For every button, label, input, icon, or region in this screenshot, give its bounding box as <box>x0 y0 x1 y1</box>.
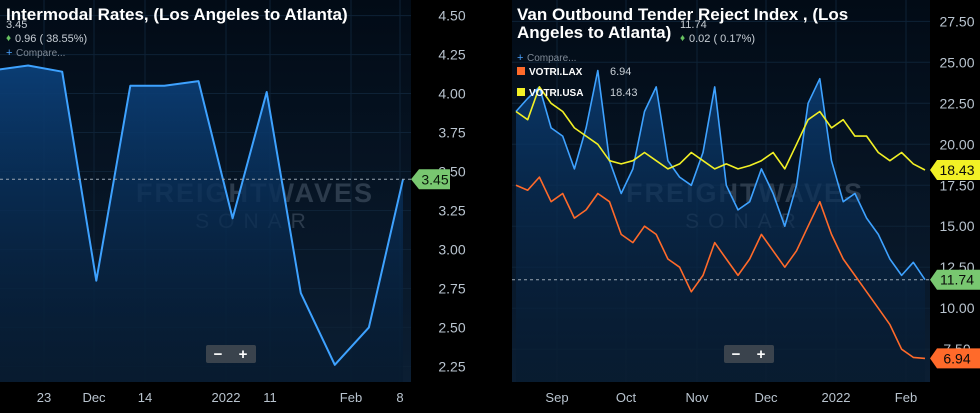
x-tick-label: Feb <box>895 390 917 405</box>
x-tick-label: 2022 <box>822 390 851 405</box>
legend-value-votri-usa: 18.43 <box>610 87 638 99</box>
panel-divider <box>488 0 512 408</box>
series-line-votri-usa <box>515 86 926 171</box>
y-tick-label: 10.00 <box>939 300 974 316</box>
x-tick-label: Nov <box>685 390 709 405</box>
left-x-axis-strip <box>0 382 488 408</box>
legend: VOTRI.LAX 6.94 VOTRI.USA 18.43 <box>517 66 638 99</box>
x-tick-label: 11 <box>263 390 277 405</box>
chart-title-line2: Angeles to Atlanta) <box>517 23 671 42</box>
plus-icon[interactable]: + <box>6 47 12 59</box>
last-value-badge: 3.45 <box>411 169 450 190</box>
badge-value: 18.43 <box>939 162 974 178</box>
legend-value-votri-lax: 6.94 <box>610 66 631 78</box>
badge-shape <box>930 348 980 369</box>
zoom-bar <box>206 345 256 363</box>
zoom-in-button[interactable]: + <box>239 346 248 363</box>
chart-title: Intermodal Rates, (Los Angeles to Atlant… <box>6 5 348 24</box>
badge-shape <box>930 269 980 290</box>
header-change: 0.96 ( 38.55%) <box>15 33 87 45</box>
y-tick-label: 2.75 <box>438 280 465 296</box>
right-y-axis: 27.5025.0022.5020.0017.5015.0012.5010.00… <box>939 13 974 357</box>
y-tick-label: 20.00 <box>939 136 974 152</box>
x-tick-label: Feb <box>340 390 362 405</box>
zoom-controls: − + <box>206 345 256 363</box>
legend-swatch-votri-lax <box>517 67 525 75</box>
right-x-axis: Sep Oct Nov Dec 2022 Feb <box>545 390 917 405</box>
y-tick-label: 2.25 <box>438 358 465 374</box>
badge-shape <box>930 160 980 181</box>
y-tick-label: 15.00 <box>939 218 974 234</box>
primary-series-area-fill <box>516 70 925 382</box>
up-arrow-icon: ♦ <box>680 33 685 44</box>
y-tick-label: 4.50 <box>438 8 465 24</box>
badge-value: 6.94 <box>943 350 970 366</box>
zoom-bar <box>724 345 774 363</box>
series-area-fill <box>0 65 403 382</box>
y-tick-label: 4.25 <box>438 47 465 63</box>
plus-icon[interactable]: + <box>517 52 523 64</box>
y-tick-label: 2.50 <box>438 319 465 335</box>
series-line <box>0 64 404 366</box>
chart-title-line1: Van Outbound Tender Reject Index , (Los <box>517 5 848 24</box>
left-x-axis: 23 Dec 14 2022 11 Feb 8 <box>37 390 404 405</box>
y-tick-label: 3.00 <box>438 241 465 257</box>
x-tick-label: Oct <box>616 390 637 405</box>
y-tick-label: 25.00 <box>939 54 974 70</box>
header-value: 11.74 <box>680 19 707 31</box>
right-y-axis-strip <box>930 0 980 382</box>
x-tick-label: 2022 <box>212 390 241 405</box>
zoom-out-button[interactable]: − <box>732 346 741 363</box>
left-panel: FREIGHTWAVES SONAR 4.504.254.003.753.503… <box>0 0 488 408</box>
x-tick-label: 14 <box>138 390 152 405</box>
up-arrow-icon: ♦ <box>6 33 11 44</box>
legend-swatch-votri-usa <box>517 88 525 96</box>
legend-label-votri-lax: VOTRI.LAX <box>529 67 583 78</box>
right-x-axis-strip <box>512 382 980 408</box>
series-line-votri-lax <box>515 176 926 360</box>
x-tick-label: Sep <box>545 390 568 405</box>
badge-value: 3.45 <box>421 171 448 187</box>
y-tick-label: 27.50 <box>939 13 974 29</box>
header-change: 0.02 ( 0.17%) <box>689 33 755 45</box>
badge-shape <box>411 169 450 190</box>
y-tick-label: 3.25 <box>438 202 465 218</box>
left-y-axis-strip <box>411 0 488 382</box>
y-tick-label: 22.50 <box>939 95 974 111</box>
left-y-axis: 4.504.254.003.753.503.253.002.752.502.25 <box>438 8 465 375</box>
y-tick-label: 3.75 <box>438 125 465 141</box>
compare-label[interactable]: Compare... <box>16 48 65 59</box>
badge-value: 11.74 <box>940 272 974 288</box>
last-value-badges: 18.43 11.74 6.94 <box>930 160 980 369</box>
zoom-out-button[interactable]: − <box>214 346 223 363</box>
compare-button[interactable]: + Compare... <box>6 47 65 59</box>
zoom-in-button[interactable]: + <box>757 346 766 363</box>
x-tick-label: Dec <box>754 390 778 405</box>
x-tick-label: Dec <box>82 390 106 405</box>
header-value: 3.45 <box>6 19 27 31</box>
right-panel: FREIGHTWAVES SONAR 27.5025.0022.5020.001… <box>512 0 980 408</box>
x-tick-label: 8 <box>396 390 403 405</box>
legend-label-votri-usa: VOTRI.USA <box>529 88 583 99</box>
y-tick-label: 4.00 <box>438 86 465 102</box>
y-tick-label: 17.50 <box>939 177 974 193</box>
compare-label[interactable]: Compare... <box>527 53 576 64</box>
zoom-controls: − + <box>724 345 774 363</box>
compare-button[interactable]: + Compare... <box>517 52 576 64</box>
x-tick-label: 23 <box>37 390 51 405</box>
